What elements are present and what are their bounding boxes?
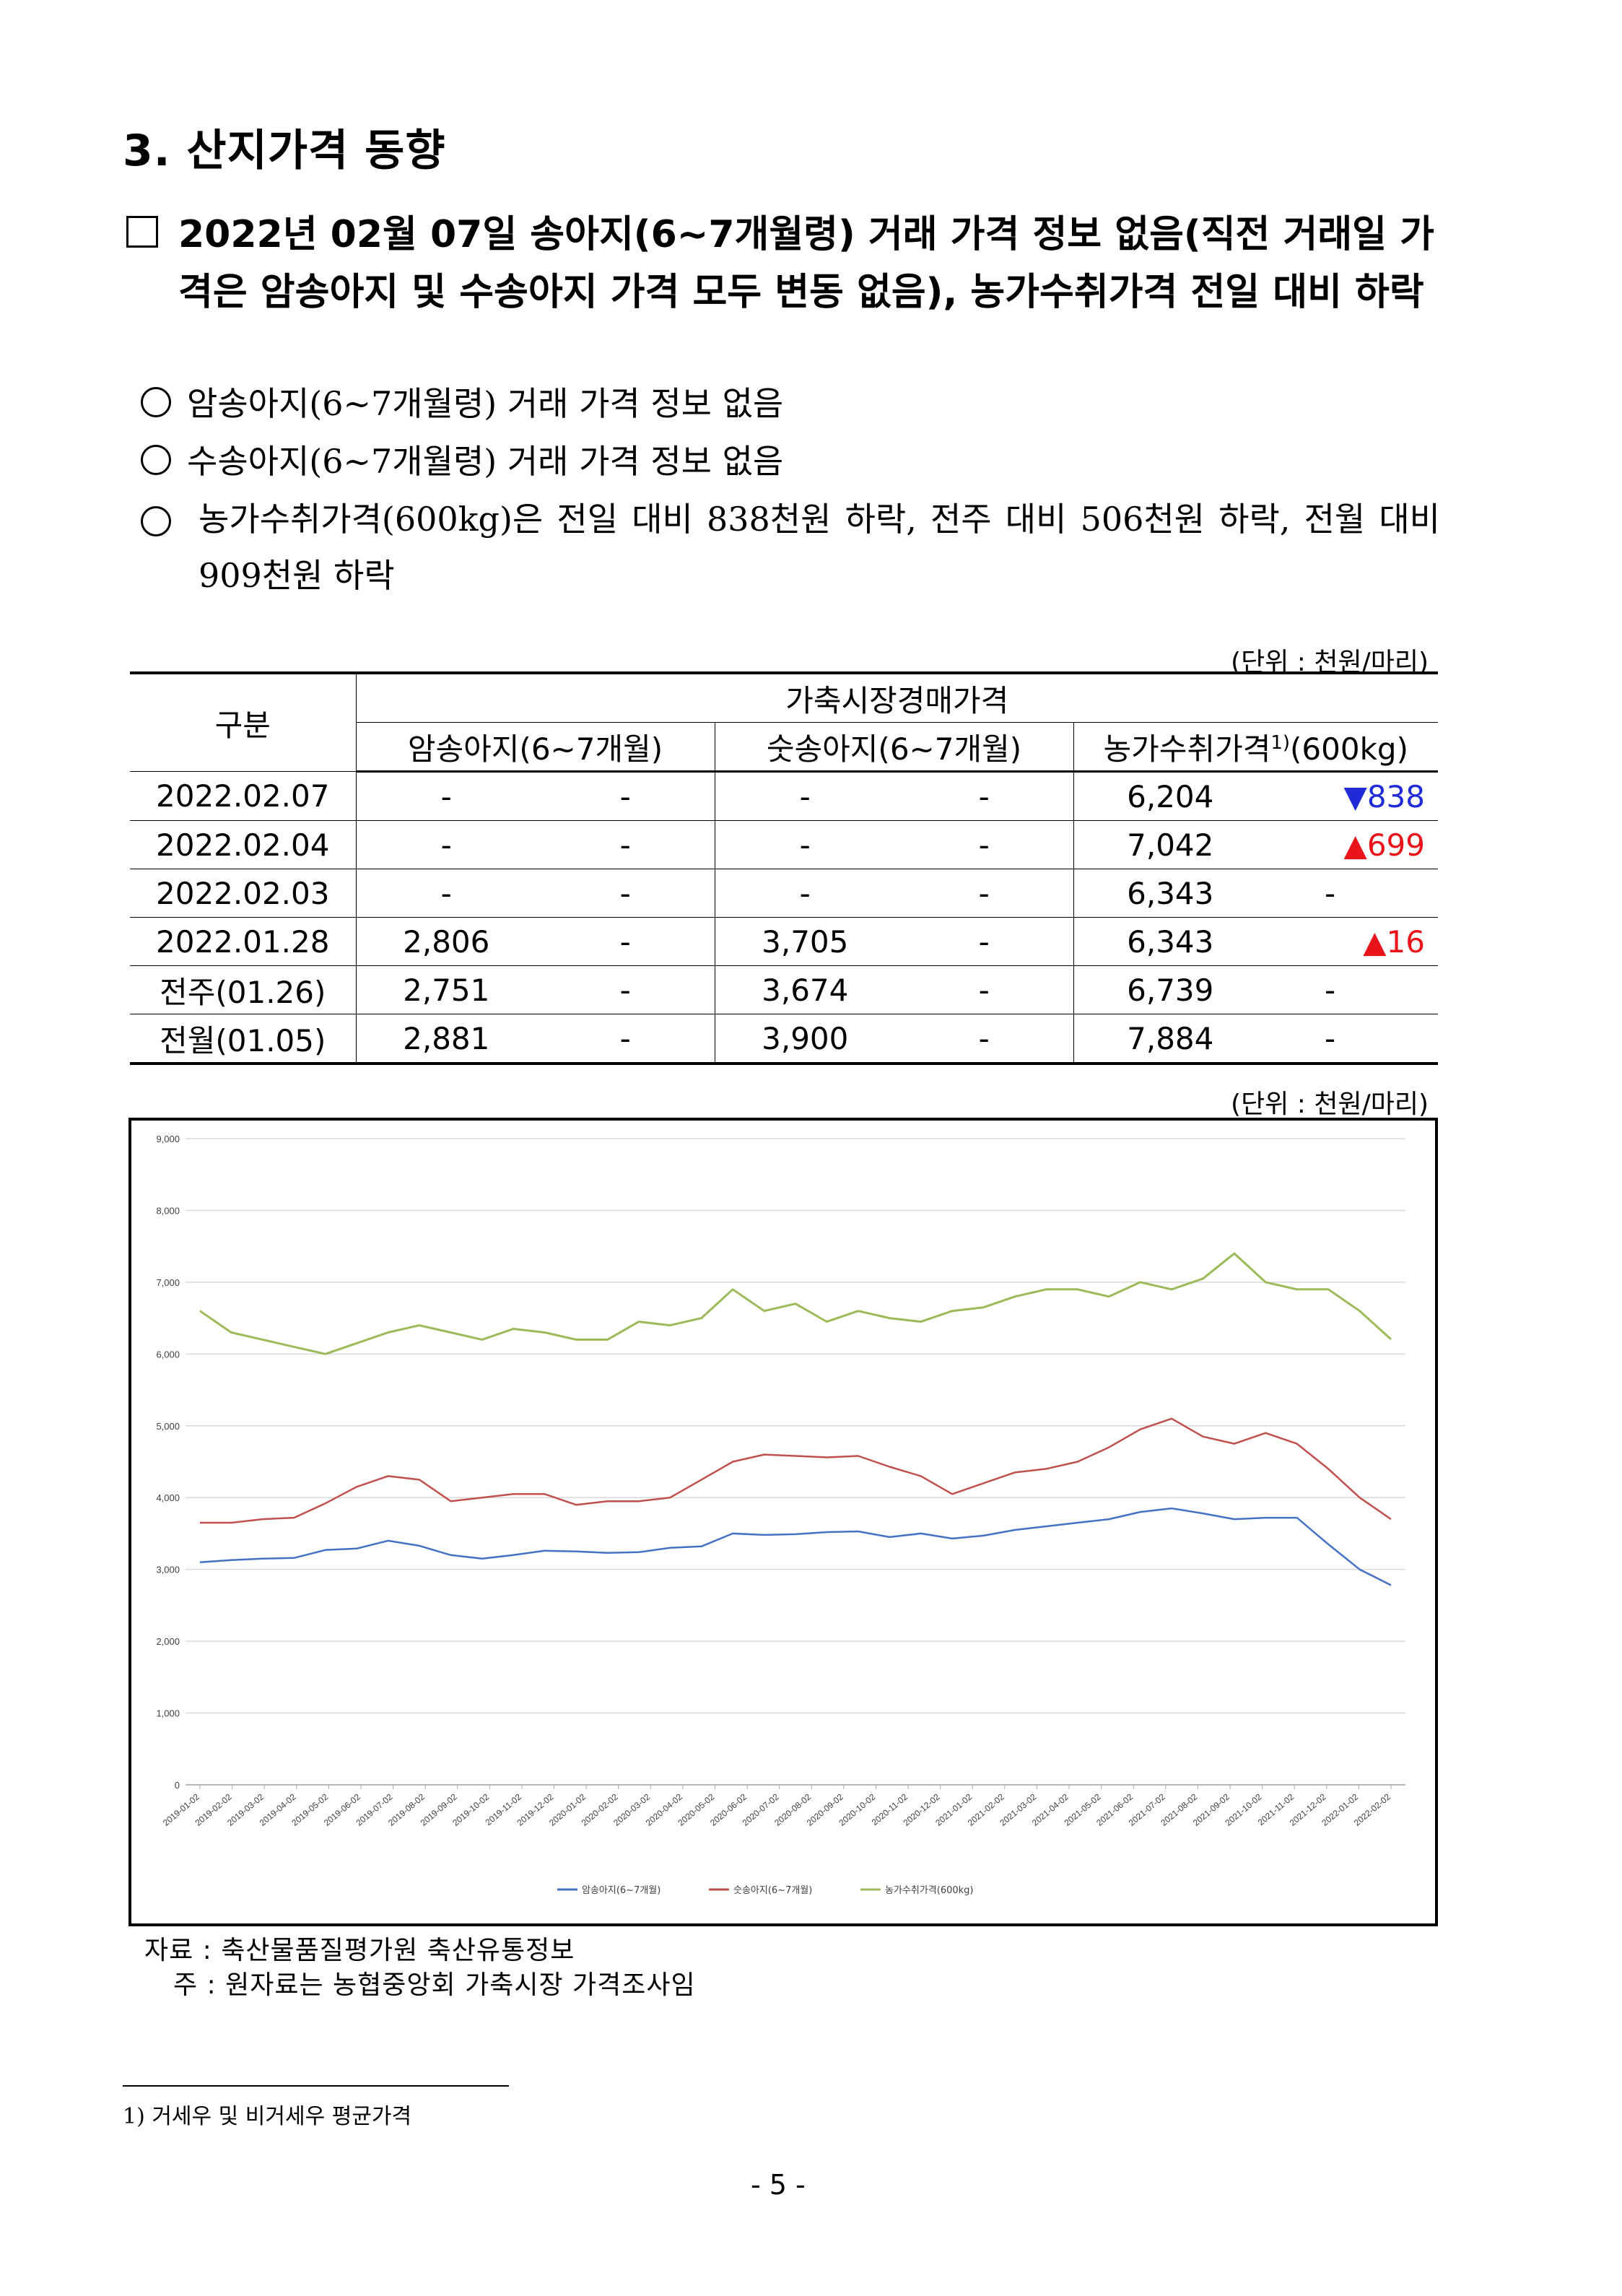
male-change: - <box>895 869 1074 918</box>
series-line-2 <box>200 1417 1392 1524</box>
male-change: - <box>895 771 1074 821</box>
legend-label: 숫송아지(6~7개월) <box>733 1885 812 1896</box>
farm-price: 7,042 <box>1073 820 1267 869</box>
male-price: - <box>714 771 895 821</box>
male-price: 3,900 <box>714 1014 895 1065</box>
y-tick-label: 8,000 <box>156 1205 180 1216</box>
female-price: 2,881 <box>355 1014 536 1065</box>
col-header-category: 구분 <box>130 671 357 772</box>
row-date: 2022.02.03 <box>130 869 357 918</box>
farm-price: 6,739 <box>1073 965 1267 1014</box>
bullet-text: 농가수취가격(600kg)은 전일 대비 838천원 하락, 전주 대비 506… <box>199 500 1440 595</box>
y-tick-label: 0 <box>175 1780 180 1791</box>
farm-price: 6,204 <box>1073 771 1267 821</box>
farm-price: 6,343 <box>1073 917 1267 966</box>
header-male-calf: 숫송아지(6~7개월) <box>714 722 1074 773</box>
farm-change: ▼838 <box>1267 771 1438 821</box>
group-header: 가축시장경매가격 <box>355 671 1438 723</box>
legend-label: 농가수취가격(600kg) <box>885 1885 974 1896</box>
row-date: 전주(01.26) <box>130 965 357 1014</box>
female-change: - <box>536 917 715 966</box>
circle-bullet-icon <box>141 506 171 536</box>
bullet-female-calf: 암송아지(6~7개월령) 거래 가격 정보 없음 <box>141 375 783 432</box>
male-price: - <box>714 820 895 869</box>
male-price: 3,705 <box>714 917 895 966</box>
female-change: - <box>536 965 715 1014</box>
y-tick-label: 5,000 <box>156 1421 180 1432</box>
y-tick-label: 6,000 <box>156 1349 180 1360</box>
farm-change: - <box>1267 1014 1438 1065</box>
male-price: 3,674 <box>714 965 895 1014</box>
table-row: 2022.02.07- - - -6,204 ▼838 <box>130 771 1438 821</box>
table-row: 전월(01.05) 2,881-3,900-7,884- <box>130 1014 1438 1065</box>
chart-unit-label: (단위 : 천원/마리) <box>1231 1090 1429 1119</box>
female-change: - <box>536 820 715 869</box>
y-tick-label: 2,000 <box>156 1636 180 1647</box>
y-tick-label: 1,000 <box>156 1708 180 1719</box>
female-price: 2,751 <box>355 965 536 1014</box>
row-date: 2022.02.04 <box>130 820 357 869</box>
farm-change: - <box>1267 965 1438 1014</box>
footnote: 1) 거세우 및 비거세우 평균가격 <box>123 2104 412 2129</box>
female-change: - <box>536 869 715 918</box>
footnote-divider <box>123 2085 509 2087</box>
female-change: - <box>536 771 715 821</box>
note-line: 주 : 원자료는 농협중앙회 가축시장 가격조사임 <box>173 1970 696 2000</box>
female-change: - <box>536 1014 715 1065</box>
circle-bullet-icon <box>141 445 171 475</box>
series-line-1 <box>199 1507 1392 1586</box>
legend-label: 암송아지(6~7개월) <box>582 1885 660 1896</box>
table-row: 2022.02.03- - - -6,343- <box>130 869 1438 918</box>
male-change: - <box>895 1014 1074 1065</box>
male-change: - <box>895 820 1074 869</box>
bullet-text: 수송아지(6~7개월령) 거래 가격 정보 없음 <box>187 442 784 481</box>
farm-price: 7,884 <box>1073 1014 1267 1065</box>
female-price: - <box>355 820 536 869</box>
price-line-chart: 0 1,000 2,000 3,000 4,000 5,000 6,000 7,000 8,00… <box>156 1134 1405 1896</box>
headline-text: 2022년 02월 07일 송아지(6~7개월령) 거래 가격 정보 없음(직전… <box>178 213 1434 314</box>
circle-bullet-icon <box>141 387 171 417</box>
y-tick-label: 3,000 <box>156 1565 180 1575</box>
series-line-3 <box>199 1252 1392 1355</box>
farm-change: - <box>1267 869 1438 918</box>
row-date: 2022.02.07 <box>130 771 357 821</box>
female-price: 2,806 <box>355 917 536 966</box>
bullet-text: 암송아지(6~7개월령) 거래 가격 정보 없음 <box>187 384 784 423</box>
farm-change: ▲699 <box>1267 820 1438 869</box>
header-farm-price: 농가수취가격1)(600kg) <box>1073 722 1438 773</box>
row-date: 2022.01.28 <box>130 917 357 966</box>
bullet-male-calf: 수송아지(6~7개월령) 거래 가격 정보 없음 <box>141 433 783 490</box>
table-row: 2022.01.28 2,806-3,705-6,343 ▲16 <box>130 917 1438 966</box>
headline: 2022년 02월 07일 송아지(6~7개월령) 거래 가격 정보 없음(직전… <box>126 206 1440 321</box>
bullet-farm-price: 농가수취가격(600kg)은 전일 대비 838천원 하락, 전주 대비 506… <box>141 491 1440 604</box>
female-price: - <box>355 771 536 821</box>
farm-change: ▲16 <box>1267 917 1438 966</box>
price-table: 구분 가축시장경매가격 암송아지(6~7개월) 숫송아지(6~7개월) 농가수취… <box>130 671 1438 1065</box>
table-row: 전주(01.26) 2,751-3,674-6,739- <box>130 965 1438 1014</box>
female-price: - <box>355 869 536 918</box>
farm-price: 6,343 <box>1073 869 1267 918</box>
checkbox-square-icon <box>126 216 158 248</box>
price-chart: 0 1,000 2,000 3,000 4,000 5,000 6,000 7,000 8,00… <box>128 1118 1438 1926</box>
male-change: - <box>895 965 1074 1014</box>
row-date: 전월(01.05) <box>130 1014 357 1065</box>
y-tick-label: 4,000 <box>156 1492 180 1503</box>
page-number: - 5 - <box>751 2169 806 2201</box>
y-tick-label: 7,000 <box>156 1277 180 1288</box>
section-title: 3. 산지가격 동향 <box>123 126 446 176</box>
table-row: 2022.02.04- - - -7,042 ▲699 <box>130 820 1438 869</box>
header-female-calf: 암송아지(6~7개월) <box>356 722 715 773</box>
male-price: - <box>714 869 895 918</box>
male-change: - <box>895 917 1074 966</box>
y-tick-label: 9,000 <box>156 1134 180 1144</box>
source-line: 자료 : 축산물품질평가원 축산유통정보 <box>144 1936 575 1965</box>
